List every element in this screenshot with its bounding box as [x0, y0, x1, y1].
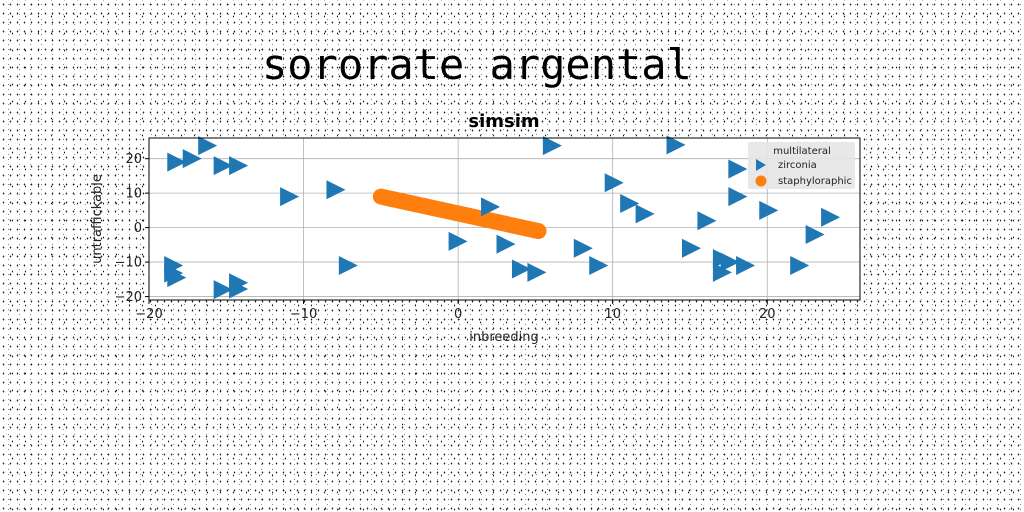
y-tick-label: −20	[115, 290, 142, 305]
zirconia-point	[681, 238, 701, 258]
series-layer	[164, 135, 841, 300]
legend: multilateral zirconia staphyloraphic	[748, 142, 855, 189]
zirconia-point	[805, 225, 825, 245]
y-axis-label: untraffickable	[90, 174, 105, 264]
zirconia-point	[527, 262, 547, 282]
zirconia-point	[697, 211, 717, 231]
zirconia-point	[573, 238, 593, 258]
legend-box	[748, 142, 855, 189]
zirconia-point	[736, 256, 756, 276]
zirconia-point	[182, 149, 202, 169]
zirconia-point	[229, 156, 249, 176]
x-axis-label: inbreeding	[469, 330, 539, 345]
x-tick-label: −10	[290, 307, 317, 322]
legend-entry-zirconia: zirconia	[778, 160, 817, 171]
zirconia-point	[620, 193, 640, 213]
zirconia-point	[213, 280, 233, 300]
zirconia-point	[635, 204, 655, 224]
zirconia-point	[326, 180, 346, 200]
y-tick-label: 10	[125, 187, 142, 202]
legend-title: multilateral	[773, 146, 831, 157]
plot-frame	[148, 137, 861, 301]
zirconia-point	[448, 231, 468, 251]
y-tick-label: 0	[134, 221, 142, 236]
zirconia-point	[712, 262, 732, 282]
zirconia-point	[728, 187, 748, 207]
y-tick-label: 20	[125, 152, 142, 167]
zirconia-point	[198, 136, 218, 156]
page-title: sororate argental	[262, 40, 692, 89]
zirconia-point	[542, 136, 562, 156]
zirconia-point	[229, 279, 249, 299]
zirconia-point	[666, 135, 686, 155]
zirconia-point	[213, 156, 233, 176]
legend-entry-staphyloraphic: staphyloraphic	[778, 176, 852, 187]
zirconia-point	[720, 252, 740, 272]
zirconia-point	[821, 207, 841, 227]
zirconia-point	[280, 187, 300, 207]
zirconia-point	[589, 256, 609, 276]
x-tick-label: −20	[135, 307, 162, 322]
staphyloraphic-point-band	[372, 188, 547, 240]
zirconia-point	[511, 259, 531, 279]
chart-title: simsim	[468, 111, 539, 132]
zirconia-point	[790, 256, 810, 276]
y-tick-label: −10	[115, 256, 142, 271]
legend-circle-marker-icon	[755, 175, 767, 187]
zirconia-point	[604, 173, 624, 193]
zirconia-point	[481, 197, 501, 217]
zirconia-point	[728, 159, 748, 179]
zirconia-point	[496, 234, 516, 254]
x-tick-label: 10	[604, 307, 621, 322]
x-tick-label: 20	[759, 307, 776, 322]
zirconia-point	[759, 200, 779, 220]
zirconia-point	[338, 256, 358, 276]
tick-layer: −20 −10 0 10 20 −20 −10 0 10 20	[115, 152, 776, 322]
zirconia-point	[167, 152, 187, 172]
zirconia-point	[167, 268, 187, 288]
legend-triangle-marker-icon	[756, 159, 766, 171]
x-tick-label: 0	[454, 307, 462, 322]
